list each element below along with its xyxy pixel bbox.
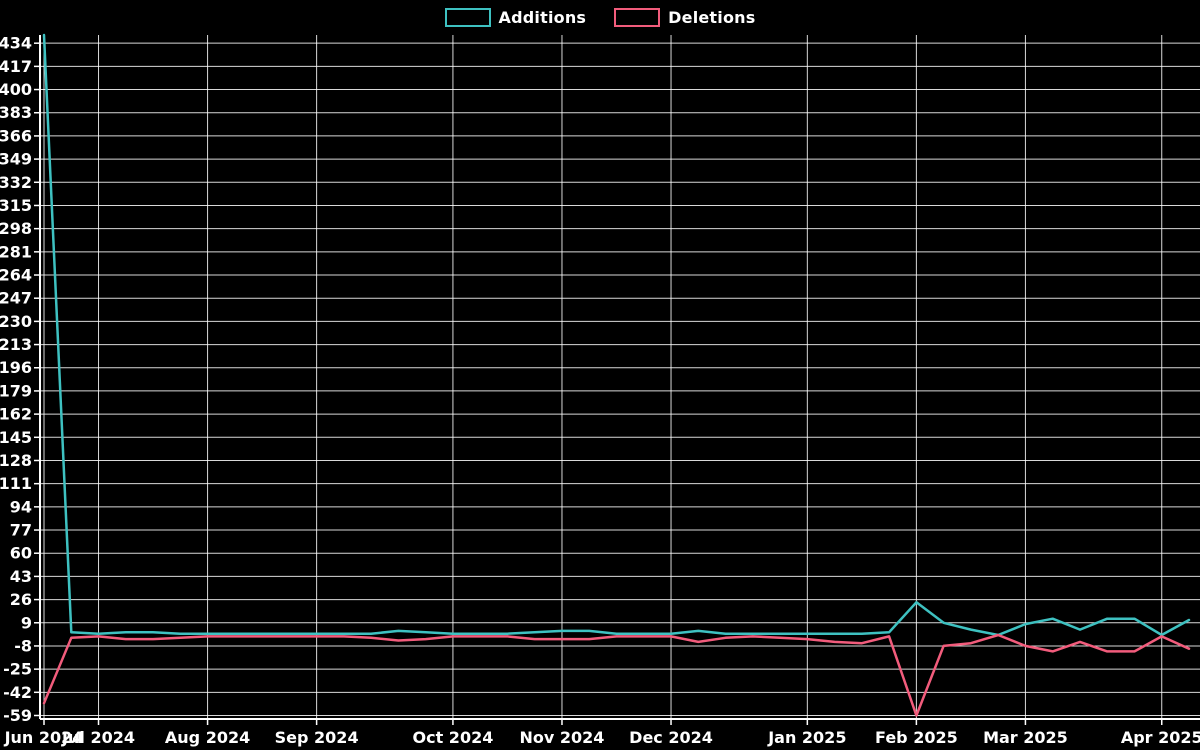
legend-label-deletions: Deletions: [668, 8, 756, 27]
deletions-line-swatch-icon: [614, 8, 661, 27]
y-tick-label: 332: [0, 173, 32, 192]
x-tick-label: Dec 2024: [629, 728, 713, 747]
x-tick-label: Mar 2025: [983, 728, 1068, 747]
y-tick-label: 145: [0, 428, 32, 447]
x-tick-label: Jul 2024: [61, 728, 135, 747]
y-tick-label: 77: [10, 521, 32, 540]
x-tick-label: Feb 2025: [875, 728, 958, 747]
legend-item-deletions: Deletions: [614, 8, 755, 27]
deletions-line: [42, 633, 1191, 717]
legend-item-additions: Additions: [444, 8, 587, 27]
y-tick-label: 264: [0, 266, 32, 285]
y-tick-label: 349: [0, 150, 32, 169]
y-tick-label: 128: [0, 451, 32, 470]
x-tick-label: Nov 2024: [520, 728, 605, 747]
y-tick-label: 43: [10, 567, 32, 586]
x-tick-label: Oct 2024: [413, 728, 494, 747]
y-tick-label: 400: [0, 80, 32, 99]
axes: [39, 35, 1200, 720]
x-tick-label: Apr 2025: [1121, 728, 1200, 747]
y-tick-label: 434: [0, 34, 32, 53]
y-tick-label: 383: [0, 103, 32, 122]
y-tick-label: -8: [14, 636, 32, 655]
y-tick-label: 9: [21, 613, 32, 632]
x-tick-label: Sep 2024: [275, 728, 359, 747]
y-tick-label: -59: [3, 706, 32, 725]
y-tick-label: 298: [0, 219, 32, 238]
y-tick-label: -25: [3, 660, 32, 679]
y-tick-label: 179: [0, 381, 32, 400]
y-tick-label: 247: [0, 289, 32, 308]
y-grid: 434 417 400 383 366 349 332 315 298 281 264 247 230 2…: [0, 34, 1200, 725]
y-tick-label: 417: [0, 57, 32, 76]
y-tick-label: 366: [0, 126, 32, 145]
y-tick-label: 315: [0, 196, 32, 215]
legend-label-additions: Additions: [498, 8, 587, 27]
y-tick-label: -42: [3, 683, 32, 702]
chart-legend: Additions Deletions: [0, 8, 1200, 27]
y-tick-label: 26: [10, 590, 32, 609]
additions-line: [42, 33, 1191, 637]
y-tick-label: 213: [0, 335, 32, 354]
x-tick-label: Jan 2025: [767, 728, 846, 747]
additions-line-swatch-icon: [444, 8, 491, 27]
y-tick-label: 196: [0, 358, 32, 377]
y-tick-label: 60: [10, 544, 32, 563]
y-tick-label: 162: [0, 405, 32, 424]
x-tick-label: Jun 2024: [4, 728, 84, 747]
y-tick-label: 230: [0, 312, 32, 331]
y-tick-label: 281: [0, 242, 32, 261]
x-tick-label: Aug 2024: [165, 728, 250, 747]
y-tick-label: 94: [10, 497, 32, 516]
y-tick-label: 111: [0, 474, 32, 493]
